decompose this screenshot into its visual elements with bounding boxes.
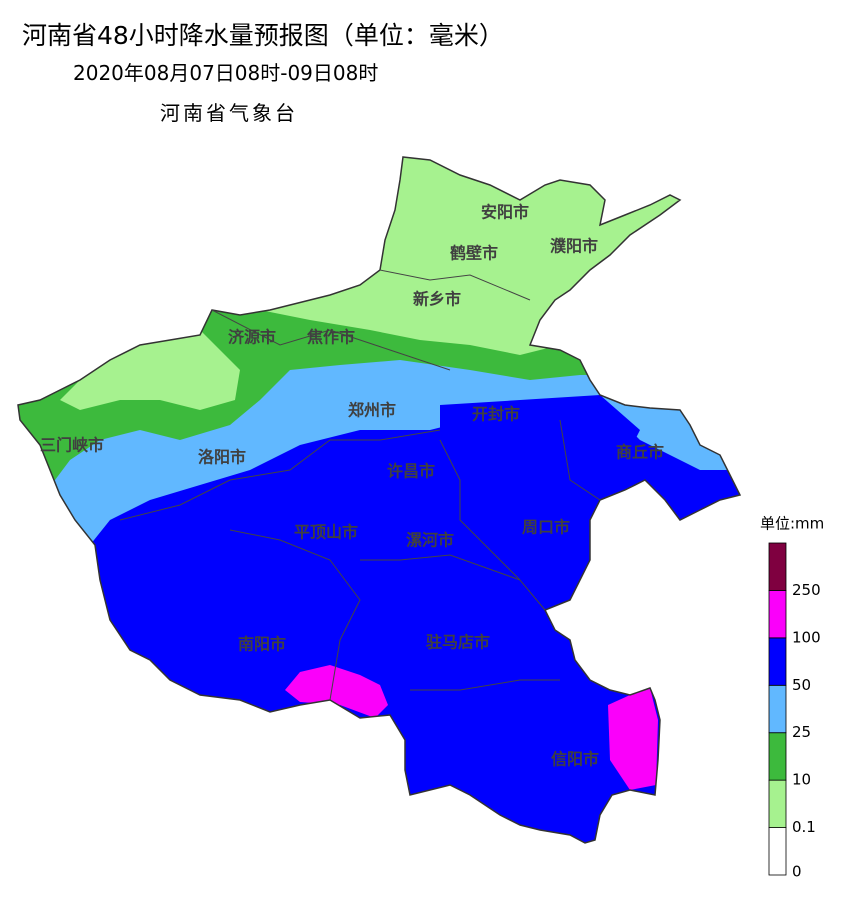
legend-tick-label: 100 (792, 628, 821, 646)
city-label: 新乡市 (413, 290, 461, 309)
city-label: 漯河市 (406, 531, 454, 550)
city-label: 焦作市 (306, 328, 355, 347)
issuer: 河南省气象台 (160, 101, 298, 125)
legend-swatch (768, 827, 787, 876)
border (379, 269, 531, 301)
border (229, 529, 361, 701)
legend-swatch (768, 732, 787, 781)
city-label: 安阳市 (481, 203, 529, 222)
legend-tick-label: 0.1 (792, 818, 816, 836)
city-label: 洛阳市 (198, 448, 246, 467)
city-label: 开封市 (472, 405, 520, 424)
city-label: 鹤壁市 (450, 244, 498, 263)
legend-swatch (768, 779, 787, 828)
legend-swatch (768, 542, 787, 591)
legend-tick-label: 50 (792, 676, 811, 694)
border (119, 429, 441, 521)
map-title: 河南省48小时降水量预报图（单位：毫米） (22, 21, 504, 50)
border (211, 309, 451, 371)
city-label: 许昌市 (387, 462, 435, 481)
legend-tick-label: 25 (792, 723, 811, 741)
city-label: 济源市 (228, 328, 276, 347)
rain-areas (18, 157, 740, 843)
city-label: 三门峡市 (40, 436, 104, 455)
city-label: 濮阳市 (550, 237, 598, 256)
city-borders (119, 269, 601, 701)
legend: 单位:mm 0 0.1 10 25 50 100 250 (760, 515, 824, 881)
border (360, 554, 546, 611)
border (439, 439, 521, 581)
province-border (17, 156, 742, 844)
legend-tick-label: 10 (792, 771, 811, 789)
legend-swatch (768, 590, 787, 639)
legend-tick-label: 250 (792, 581, 821, 599)
rain-area (608, 688, 658, 790)
city-label: 郑州市 (348, 401, 396, 420)
city-label: 驻马店市 (426, 633, 490, 652)
city-label: 周口市 (522, 518, 570, 537)
rain-area (285, 665, 388, 718)
rain-area (18, 157, 740, 355)
legend-swatch (768, 637, 787, 686)
city-label: 南阳市 (238, 635, 286, 654)
border (559, 419, 601, 501)
legend-tick-label: 0 (792, 863, 802, 881)
city-label: 信阳市 (551, 750, 599, 769)
city-label: 商丘市 (616, 443, 664, 462)
city-label: 平顶山市 (294, 523, 358, 542)
legend-swatch (768, 684, 787, 734)
border (410, 679, 560, 691)
legend-title: 单位:mm (760, 515, 824, 533)
map-period: 2020年08月07日08时-09日08时 (73, 61, 378, 85)
rain-area (440, 395, 640, 480)
